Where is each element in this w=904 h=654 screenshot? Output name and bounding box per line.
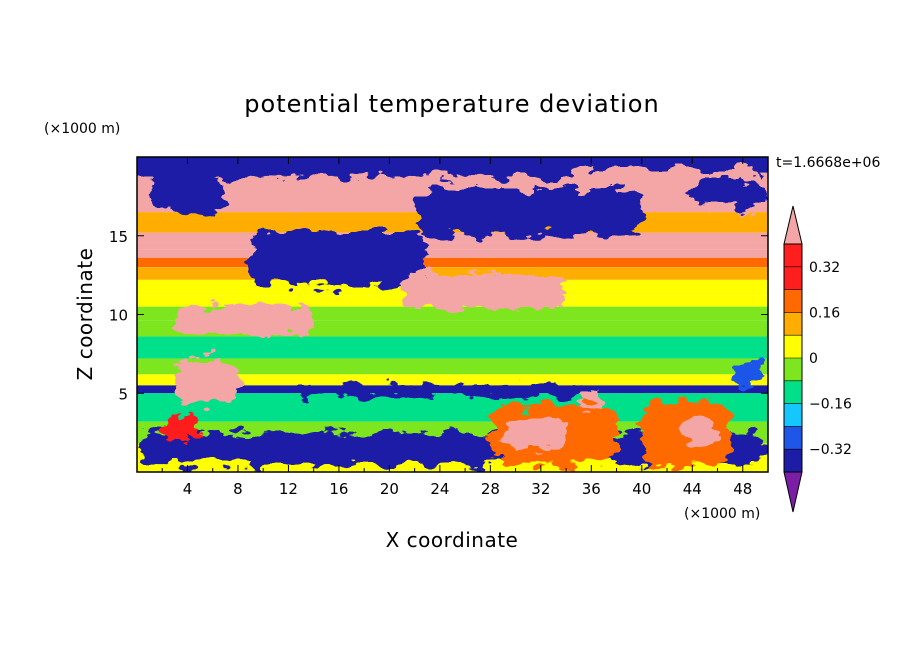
- x-tick-label-24: 24: [430, 480, 449, 498]
- colorbar-label-1: 0.16: [809, 305, 840, 321]
- contour-band-13: [137, 358, 768, 375]
- colorbar-label-2: 0: [809, 351, 818, 367]
- contour-patch-7: [174, 306, 314, 335]
- x-tick-label-44: 44: [683, 480, 702, 498]
- contour-patch-14: [502, 416, 567, 449]
- x-axis-ticks: 4 8 12 16 20 24 28 32 36 40 44 48: [161, 157, 752, 498]
- colorbar-top-arrow: [783, 205, 803, 245]
- x-tick-label-8: 8: [233, 480, 243, 498]
- contour-field: [137, 157, 768, 472]
- contour-patch-17: [162, 416, 201, 441]
- y-tick-label-10: 10: [109, 307, 128, 325]
- x-tick-label-48: 48: [733, 480, 752, 498]
- colorbar-label-3: −0.16: [809, 397, 852, 413]
- contour-band-4: [137, 242, 768, 250]
- colorbar-box-9: [784, 244, 802, 267]
- colorbar-bottom-arrow: [783, 471, 803, 513]
- colorbar-box-2: [784, 403, 802, 427]
- x-tick-label-40: 40: [632, 480, 651, 498]
- colorbar-label-4: −0.32: [809, 442, 852, 458]
- y-axis-label: Z coordinate: [73, 248, 97, 381]
- contour-patch-16: [679, 412, 718, 449]
- colorbar-box-1: [784, 426, 802, 450]
- x-tick-label-28: 28: [481, 480, 500, 498]
- contour-patch-8: [402, 273, 567, 309]
- colorbar-box-3: [784, 380, 802, 404]
- x-tick-label-4: 4: [183, 480, 193, 498]
- colorbar: 0.32 0.16 0 −0.16 −0.32: [783, 205, 852, 513]
- contour-patch-18: [730, 361, 768, 386]
- x-unit-label: (×1000 m): [684, 506, 760, 522]
- contour-patch-4: [414, 188, 642, 236]
- x-tick-label-12: 12: [279, 480, 298, 498]
- time-label: t=1.6668e+06: [776, 155, 880, 171]
- contour-band-12: [137, 336, 768, 359]
- colorbar-box-6: [784, 312, 802, 336]
- colorbar-box-7: [784, 289, 802, 313]
- y-axis-ticks: 5 10 15: [109, 228, 768, 403]
- contour-patch-5: [149, 175, 226, 214]
- contour-band-14: [137, 374, 768, 386]
- x-tick-label-20: 20: [380, 480, 399, 498]
- contour-patch-9: [174, 357, 238, 405]
- y-tick-label-15: 15: [109, 228, 128, 246]
- x-axis-label: X coordinate: [386, 528, 519, 552]
- y-tick-label-5: 5: [118, 385, 128, 403]
- colorbar-label-0: 0.32: [809, 260, 840, 276]
- colorbar-box-8: [784, 266, 802, 290]
- x-tick-label-16: 16: [329, 480, 348, 498]
- x-tick-label-36: 36: [582, 480, 601, 498]
- chart-title: potential temperature deviation: [244, 90, 659, 118]
- contour-band-6: [137, 257, 768, 268]
- contour-patch-3: [250, 231, 428, 287]
- contour-patches: [137, 157, 768, 466]
- colorbar-box-4: [784, 358, 802, 381]
- x-tick-label-32: 32: [531, 480, 550, 498]
- contour-patch-11: [288, 385, 592, 397]
- contour-band-5: [137, 249, 768, 258]
- colorbar-box-0: [784, 449, 802, 472]
- y-unit-label: (×1000 m): [44, 121, 120, 137]
- contour-band-3: [137, 232, 768, 243]
- colorbar-box-5: [784, 335, 802, 358]
- contour-patch-6: [692, 179, 768, 208]
